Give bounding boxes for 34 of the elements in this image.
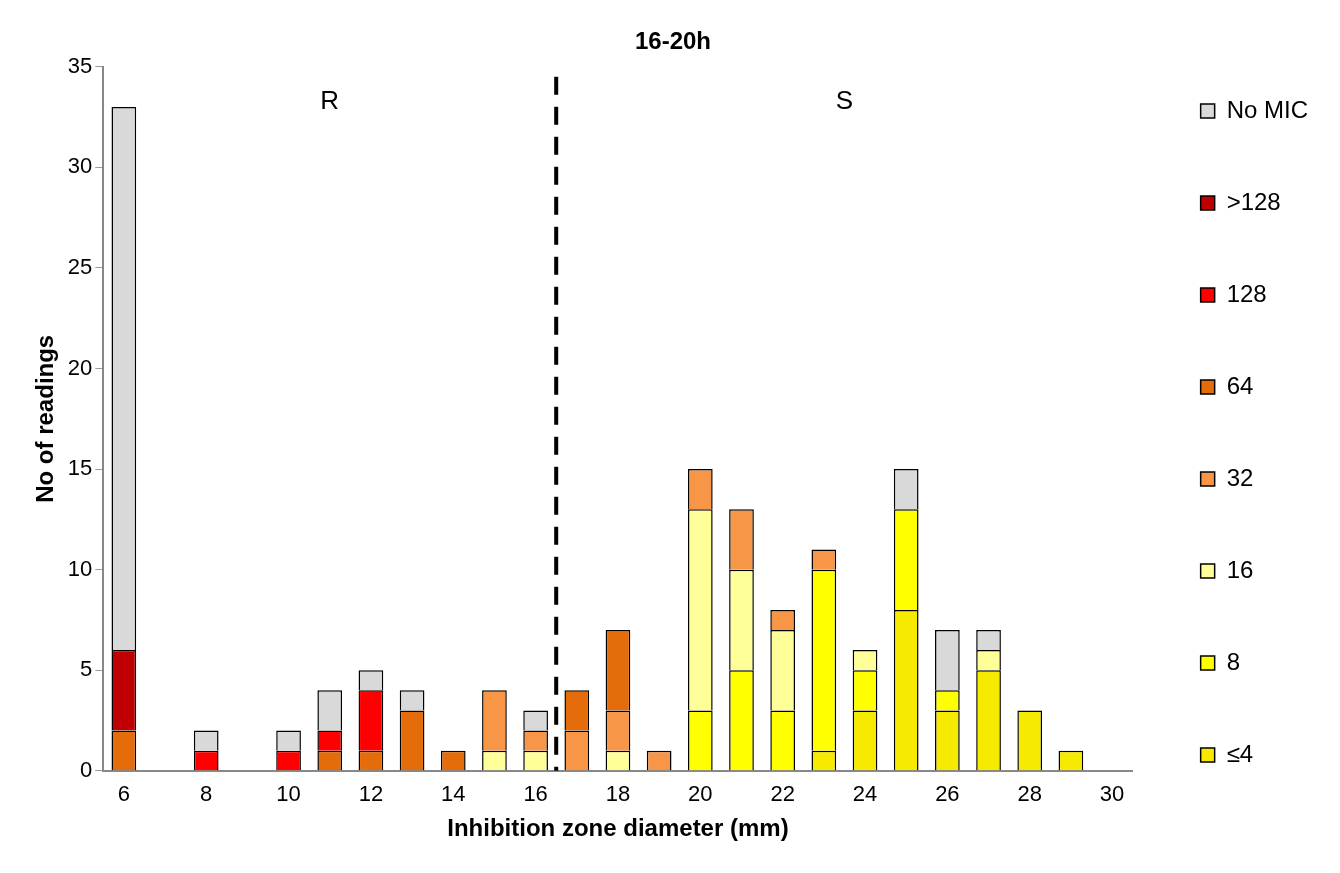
x-tick-label: 30 <box>1099 781 1125 807</box>
x-tick-label: 18 <box>605 781 631 807</box>
x-tick-label: 14 <box>441 781 466 807</box>
legend-label: 128 <box>1226 279 1267 307</box>
x-tick-label: 10 <box>276 781 301 807</box>
x-tick-label: 20 <box>688 781 713 807</box>
y-tick-label: 30 <box>67 153 93 179</box>
legend-label: ≤4 <box>1226 739 1254 767</box>
y-tick-label: 0 <box>80 756 93 782</box>
y-tick-label: 10 <box>67 555 93 581</box>
x-tick-label: 12 <box>358 781 384 807</box>
x-tick-label: 22 <box>770 781 795 807</box>
annotation: S <box>835 84 854 115</box>
x-tick-label: 24 <box>852 781 878 807</box>
x-tick-label: 6 <box>117 781 130 807</box>
x-axis-title: Inhibition zone diameter (mm) <box>447 814 789 842</box>
legend-label: 16 <box>1226 555 1254 583</box>
legend-label: >128 <box>1226 187 1281 215</box>
annotation: R <box>320 84 340 115</box>
y-tick-label: 15 <box>67 455 93 481</box>
x-tick-label: 16 <box>523 781 548 807</box>
legend-label: No MIC <box>1226 95 1308 123</box>
legend-label: 8 <box>1226 647 1241 675</box>
y-axis-title: No of readings <box>31 334 59 503</box>
x-tick-label: 28 <box>1017 781 1042 807</box>
y-tick-label: 35 <box>67 52 93 78</box>
y-tick-label: 5 <box>80 656 93 682</box>
legend-label: 32 <box>1226 463 1254 491</box>
legend-label: 64 <box>1226 371 1254 399</box>
chart-title: 16-20h <box>634 27 712 55</box>
x-tick-label: 26 <box>935 781 960 807</box>
y-tick-label: 20 <box>67 354 93 380</box>
y-tick-label: 25 <box>67 254 93 280</box>
x-tick-label: 8 <box>200 781 213 807</box>
